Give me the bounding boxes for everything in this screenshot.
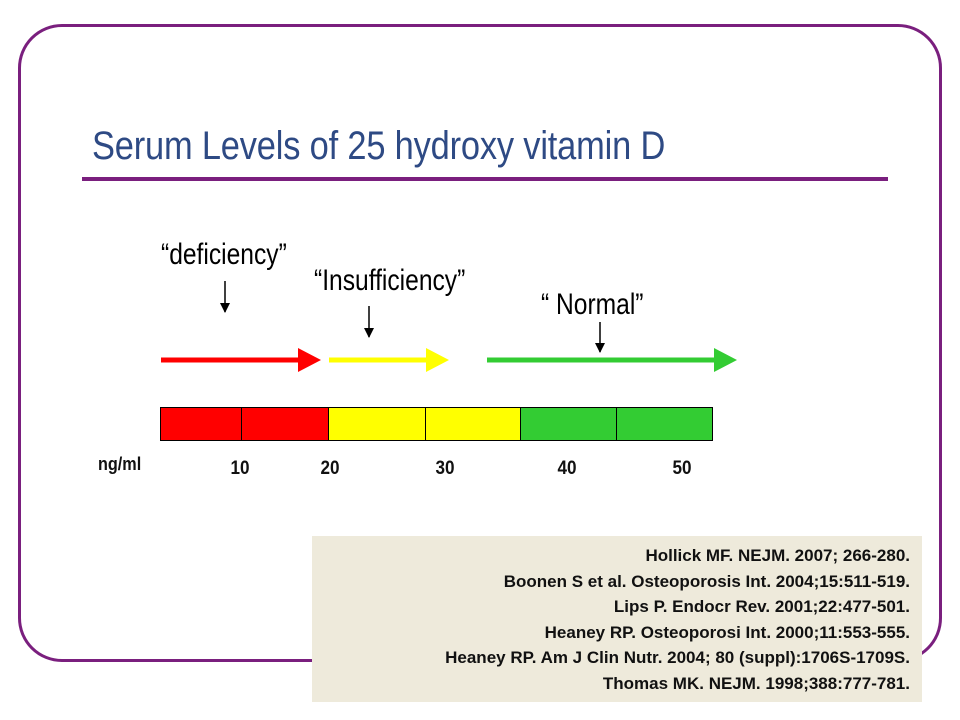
scale-segment-deficiency-2	[242, 408, 329, 440]
normal-label: “ Normal”	[541, 288, 644, 321]
scale-segment-normal-1	[521, 408, 617, 440]
reference-item: Lips P. Endocr Rev. 2001;22:477-501.	[613, 597, 910, 616]
tick-label: 40	[557, 458, 577, 479]
reference-item: Boonen S et al. Osteoporosis Int. 2004;1…	[503, 571, 910, 591]
scale-segment-insufficiency-2	[426, 408, 521, 440]
scale-segment-insufficiency-1	[329, 408, 426, 440]
insufficiency-range-arrow-head	[426, 348, 449, 372]
deficiency-pointer-head	[220, 303, 230, 313]
deficiency-range-arrow-head	[298, 348, 321, 372]
reference-item: Heaney RP. Osteoporosi Int. 2000;11:553-…	[544, 622, 910, 642]
title-underline	[82, 177, 888, 181]
insufficiency-pointer-head	[364, 328, 374, 338]
tick-label: 20	[320, 458, 340, 479]
reference-item: Hollick MF. NEJM. 2007; 266-280.	[645, 546, 910, 565]
scale-segment-deficiency-1	[161, 408, 242, 440]
scale-bar	[160, 407, 713, 441]
scale-segment-normal-2	[617, 408, 712, 440]
references-box: Hollick MF. NEJM. 2007; 266-280. Boonen …	[312, 536, 922, 702]
deficiency-label: “deficiency”	[161, 238, 287, 271]
reference-item: Thomas MK. NEJM. 1998;388:777-781.	[602, 673, 910, 693]
unit-label: ng/ml	[98, 454, 142, 474]
reference-item: Heaney RP. Am J Clin Nutr. 2004; 80 (sup…	[445, 648, 910, 667]
tick-label: 50	[672, 458, 692, 479]
tick-label: 30	[435, 458, 455, 479]
slide-title: Serum Levels of 25 hydroxy vitamin D	[92, 124, 666, 168]
insufficiency-label: “Insufficiency”	[314, 264, 466, 297]
normal-pointer-head	[595, 343, 605, 353]
tick-label: 10	[230, 458, 250, 479]
normal-range-arrow-head	[714, 348, 737, 372]
